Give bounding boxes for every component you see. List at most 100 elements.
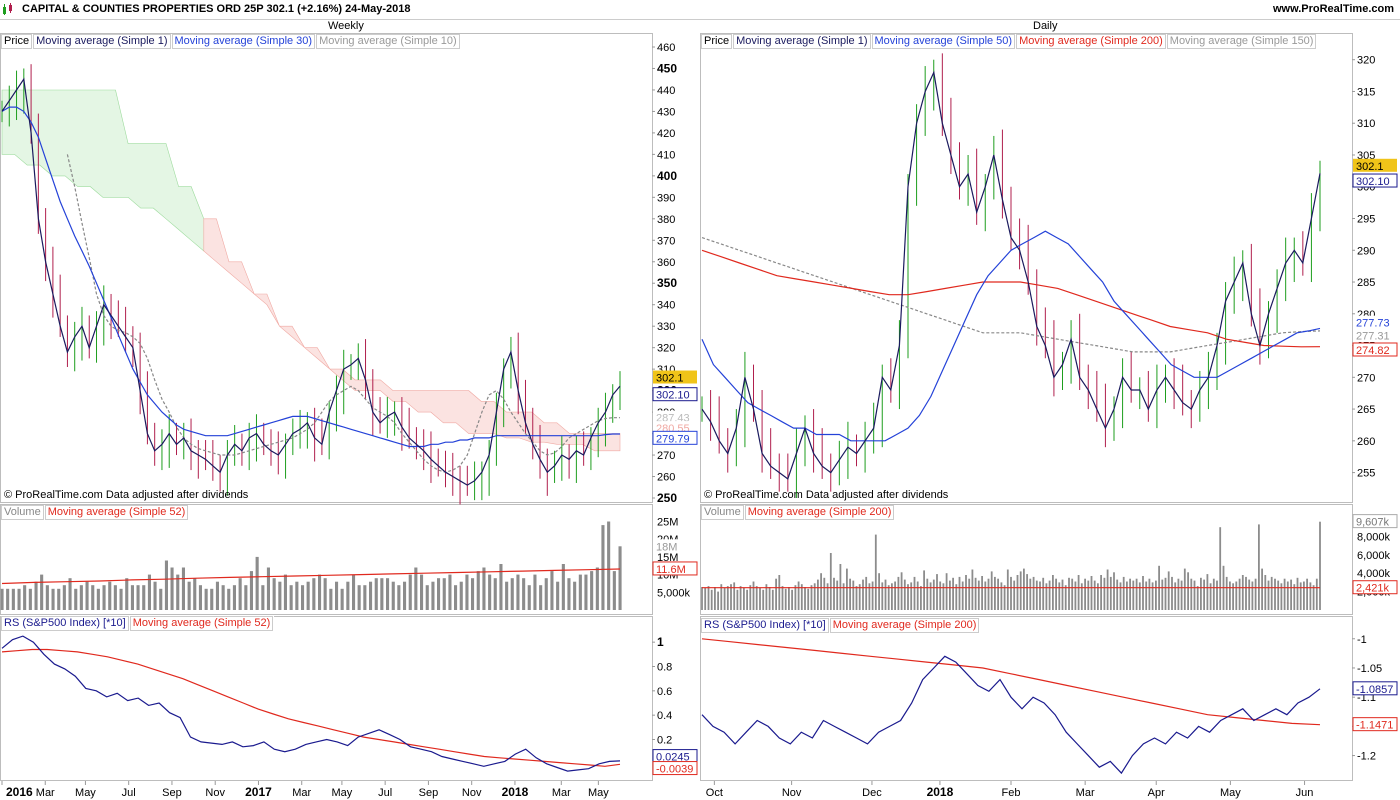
legend-volume[interactable]: Volume [1, 505, 44, 520]
volume-value-badge-bg [1352, 514, 1398, 529]
volume-bar [1048, 580, 1051, 610]
legend-rs[interactable]: RS (S&P500 Index) [*10] [701, 618, 829, 633]
volume-bar [51, 588, 55, 610]
legend-ma-50[interactable]: Moving average (Simple 50) [871, 34, 1016, 49]
volume-bar [926, 578, 929, 610]
ma200-value-badge-bg [1352, 342, 1398, 357]
volume-bar [125, 578, 129, 610]
volume-bar [945, 573, 948, 610]
volume-bar [1064, 585, 1067, 610]
volume-bar [1138, 582, 1141, 610]
x-tick-label: Dec [862, 787, 882, 799]
legend-rs-ma-200[interactable]: Moving average (Simple 200) [829, 618, 980, 633]
volume-bar [842, 583, 845, 610]
volume-bar [923, 570, 925, 610]
volume-bar [91, 585, 95, 610]
legend-ma-200[interactable]: Moving average (Simple 200) [1016, 34, 1166, 49]
legend-ma-30[interactable]: Moving average (Simple 30) [171, 34, 316, 49]
volume-bar [1187, 572, 1189, 610]
ma200-value-badge: 274.82 [1356, 345, 1390, 357]
volume-bar [823, 577, 826, 610]
volume-bar [1309, 582, 1312, 610]
legend-ma-10[interactable]: Moving average (Simple 10) [316, 34, 460, 49]
volume-bar [752, 581, 755, 610]
volume-bar [329, 588, 333, 610]
volume-bar [807, 588, 810, 610]
volume-bar [454, 585, 458, 610]
ma150-value-badge-bg [1353, 328, 1397, 342]
volume-value-badge: 18M [656, 541, 677, 553]
volume-bar [1290, 579, 1292, 610]
volume-bar [1080, 583, 1083, 610]
volume-bar [1196, 586, 1199, 610]
x-tick-label: Nov [205, 787, 225, 799]
y-tick-label: 0.8 [657, 662, 672, 674]
volume-bar [907, 584, 909, 610]
x-tick-label: Sep [162, 787, 182, 799]
site-link[interactable]: www.ProRealTime.com [1272, 3, 1394, 15]
ma10-value-badge-bg [653, 410, 697, 424]
volume-bar [1151, 582, 1154, 610]
legend-volume-ma-52[interactable]: Moving average (Simple 52) [44, 505, 189, 520]
volume-bar [1283, 578, 1286, 610]
rs-value-badge: -1.0857 [1356, 684, 1393, 696]
y-tick-label: 260 [1357, 436, 1375, 448]
legend-volume-ma-200[interactable]: Moving average (Simple 200) [744, 505, 895, 520]
volume-bar [1084, 578, 1086, 610]
volume-bar [261, 585, 265, 610]
volume-bar [301, 585, 305, 610]
volume-bar [981, 576, 983, 610]
volume-bar [425, 585, 429, 610]
volume-bar [739, 586, 742, 610]
ma30-value-badge: 279.79 [656, 433, 690, 445]
volume-bar [788, 587, 790, 610]
legend-volume[interactable]: Volume [701, 505, 744, 520]
legend-ma-150[interactable]: Moving average (Simple 150) [1166, 34, 1317, 49]
legend-price[interactable]: Price [701, 34, 733, 49]
volume-bar [1106, 569, 1109, 610]
volume-bar [1235, 581, 1238, 610]
x-tick-label: May [1220, 787, 1241, 799]
volume-bar [1280, 583, 1283, 610]
legend-rs-ma-52[interactable]: Moving average (Simple 52) [129, 616, 274, 631]
volume-bar [136, 585, 140, 610]
volume-bar [573, 581, 577, 610]
volume-bar [493, 578, 497, 610]
rs-line [701, 655, 1321, 775]
volume-bar [255, 556, 259, 610]
legend-price[interactable]: Price [1, 34, 33, 49]
volume-bar [932, 579, 935, 610]
volume-bar [965, 575, 967, 610]
rs-ma-line [701, 638, 1321, 726]
volume-bar [142, 585, 146, 610]
legend-ma-1[interactable]: Moving average (Simple 1) [33, 34, 171, 49]
ma1-value-badge: 302.10 [1356, 176, 1390, 188]
volume-bar [318, 574, 322, 610]
volume-bar [726, 586, 729, 610]
y-tick-label: -1.05 [1357, 663, 1382, 675]
volume-bar [1299, 582, 1302, 610]
volume-bar [17, 588, 21, 610]
volume-bar [556, 581, 560, 610]
legend-ma-1[interactable]: Moving average (Simple 1) [733, 34, 871, 49]
volume-bar [113, 585, 117, 610]
weekly-price-legend: Price Moving average (Simple 1) Moving a… [1, 34, 461, 49]
legend-rs[interactable]: RS (S&P500 Index) [*10] [1, 616, 129, 631]
volume-bar [249, 571, 253, 610]
volume-bar [533, 574, 537, 610]
rs-ma-line [1, 648, 621, 767]
volume-bar [765, 584, 768, 610]
volume-bar [778, 575, 781, 610]
volume-bar [1248, 579, 1251, 610]
y-tick-label: 0.2 [657, 735, 672, 747]
volume-bar [942, 583, 945, 610]
volume-bar [516, 574, 520, 610]
volume-bar [817, 579, 819, 610]
x-tick-label: Feb [1002, 787, 1021, 799]
volume-bar [1109, 576, 1112, 610]
volume-bar [1122, 576, 1125, 610]
y-tick-label: 360 [657, 257, 675, 269]
x-tick-label: Mar [36, 787, 55, 799]
ma50-value-badge-bg [1353, 315, 1397, 329]
volume-bar [68, 578, 72, 610]
